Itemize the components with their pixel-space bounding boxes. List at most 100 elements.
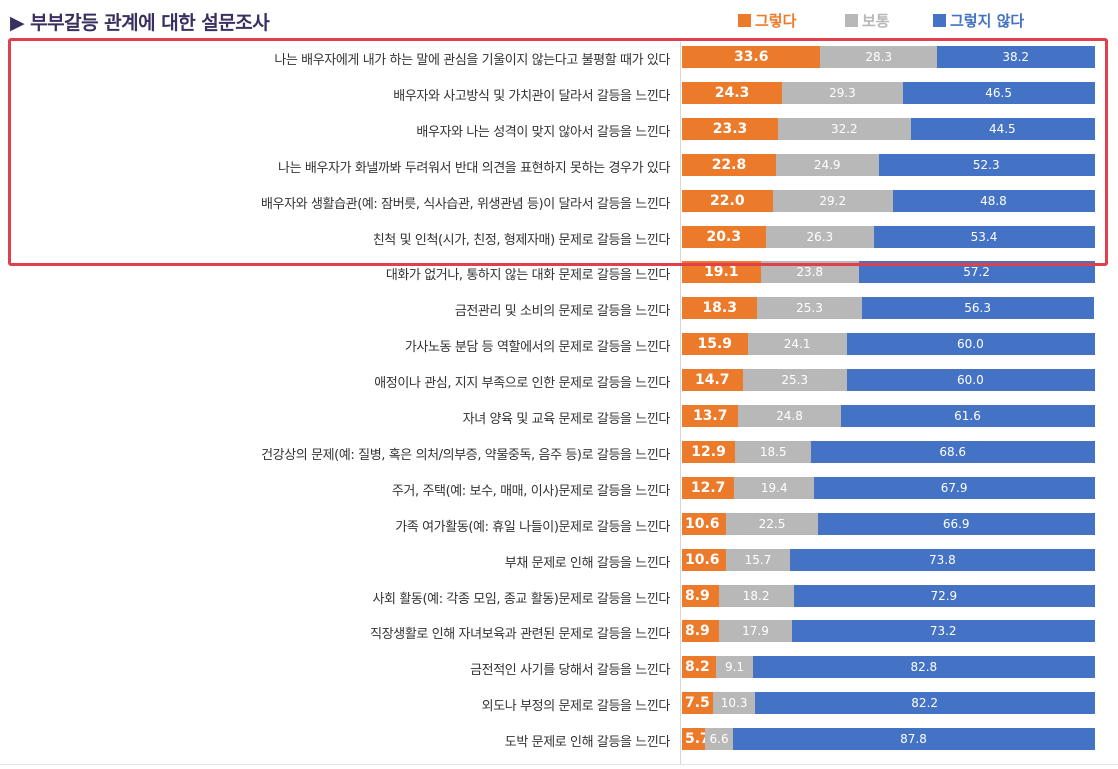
highlight-box (8, 38, 1108, 266)
bar-segment-neutral (712, 692, 756, 714)
bar-segment-neutral (718, 620, 793, 642)
data-label-disagree: 67.9 (940, 481, 968, 495)
bottom-rule (0, 764, 1118, 765)
data-label-agree: 22.8 (711, 157, 747, 173)
data-label-neutral: 10.3 (720, 696, 748, 710)
data-label-neutral: 29.2 (819, 194, 847, 208)
bar-segment-disagree (811, 441, 1095, 463)
chart-legend: 그렇다 보통 그렇지 않다 (0, 10, 1118, 34)
bar-segment-agree (682, 261, 762, 283)
bar-segment-agree (682, 728, 707, 750)
data-label-neutral: 32.2 (830, 122, 858, 136)
category-label: 친척 및 인척(시가, 친정, 형제자매) 문제로 갈등을 느낀다 (372, 233, 671, 248)
data-label-disagree: 68.6 (939, 445, 967, 459)
data-label-neutral: 17.9 (742, 624, 769, 638)
legend-label-agree: 그렇다 (755, 12, 797, 30)
bar-segment-disagree (902, 82, 1095, 104)
category-label: 배우자와 사고방식 및 가치관이 달라서 갈등을 느낀다 (393, 89, 670, 104)
bar-segment-disagree (792, 620, 1095, 642)
bar-segment-neutral (777, 118, 912, 140)
bar-segment-agree (682, 441, 736, 463)
data-label-neutral: 26.3 (806, 230, 834, 244)
chart-title: ▶ 부부갈등 관계에 대한 설문조사 (10, 8, 270, 35)
data-label-agree: 12.7 (690, 480, 726, 496)
data-label-agree: 12.9 (691, 444, 726, 460)
bar-segment-disagree (755, 692, 1095, 714)
bar-segment-agree (682, 297, 758, 319)
bar-segment-neutral (742, 369, 848, 391)
category-label: 나는 배우자가 화낼까봐 두려워서 반대 의견을 표현하지 못하는 경우가 있다 (278, 161, 670, 176)
bar-segment-agree (682, 477, 735, 499)
data-label-agree: 10.6 (685, 552, 720, 568)
data-label-neutral: 22.5 (758, 517, 786, 531)
bar-segment-disagree (858, 261, 1095, 283)
data-label-disagree: 82.8 (910, 660, 938, 674)
bar-segment-disagree (790, 549, 1095, 571)
bar-segment-disagree (846, 369, 1095, 391)
data-label-disagree: 60.0 (957, 337, 984, 351)
category-label: 부채 문제로 인해 갈등을 느낀다 (504, 556, 671, 571)
data-label-agree: 24.3 (714, 85, 750, 101)
data-label-agree: 8.9 (685, 623, 710, 639)
data-label-agree: 18.3 (702, 300, 737, 316)
bar-segment-agree (682, 333, 749, 355)
bar-segment-disagree (861, 297, 1095, 319)
data-label-disagree: 53.4 (970, 230, 998, 244)
legend-swatch-disagree (933, 14, 946, 27)
category-label: 가족 여가활동(예: 휴일 나들이)문제로 갈등을 느낀다 (395, 520, 670, 535)
legend-item-agree: 그렇다 (738, 10, 796, 31)
bar-segment-disagree (846, 333, 1095, 355)
legend-item-disagree: 그렇지 않다 (933, 10, 1024, 31)
category-label: 직장생활로 인해 자녀보육과 관련된 문제로 갈등을 느낀다 (370, 627, 670, 642)
bar-segment-disagree (840, 405, 1095, 427)
bar-segment-agree (682, 82, 783, 104)
data-label-disagree: 44.5 (988, 122, 1016, 136)
data-label-neutral: 29.3 (829, 86, 856, 100)
bar-segment-neutral (765, 226, 875, 248)
data-label-agree: 13.7 (692, 408, 728, 424)
data-label-neutral: 24.1 (783, 337, 811, 351)
category-label: 금전적인 사기를 당해서 갈등을 느낀다 (470, 663, 670, 678)
data-label-neutral: 28.3 (865, 50, 893, 64)
bar-segment-neutral (735, 441, 812, 463)
data-label-agree: 20.3 (706, 229, 742, 245)
bar-segment-agree (682, 692, 714, 714)
bar-segment-neutral (760, 261, 860, 283)
data-label-agree: 19.1 (704, 264, 739, 280)
bar-segment-neutral (725, 513, 819, 535)
bar-segment-neutral (782, 82, 904, 104)
category-axis-line (680, 42, 681, 764)
data-label-neutral: 19.4 (760, 481, 788, 495)
data-label-disagree: 56.3 (964, 301, 991, 315)
data-label-disagree: 52.3 (972, 158, 1000, 172)
data-label-agree: 8.2 (685, 659, 710, 675)
category-label: 건강상의 문제(예: 질병, 혹은 의처/의부증, 약물중독, 음주 등)로 갈… (261, 448, 670, 463)
bar-segment-agree (682, 585, 720, 607)
bar-segment-disagree (793, 585, 1095, 607)
data-label-disagree: 48.8 (980, 194, 1007, 208)
data-label-disagree: 46.5 (985, 86, 1012, 100)
bar-segment-neutral (772, 190, 894, 212)
bar-segment-agree (682, 190, 774, 212)
data-label-disagree: 72.9 (930, 589, 958, 603)
bar-segment-agree (682, 369, 744, 391)
data-label-agree: 23.3 (712, 121, 748, 137)
data-label-agree: 5.7 (685, 731, 710, 747)
category-label: 외도나 부정의 문제로 갈등을 느낀다 (481, 699, 671, 714)
legend-label-neutral: 보통 (862, 12, 890, 30)
data-label-neutral: 24.8 (776, 409, 803, 423)
category-label: 사회 활동(예: 각종 모임, 종교 활동)문제로 갈등을 느낀다 (372, 592, 670, 607)
bar-segment-neutral (715, 656, 754, 678)
bar-segment-agree (682, 405, 740, 427)
bar-segment-agree (682, 620, 720, 642)
bar-segment-disagree (873, 226, 1095, 248)
category-label: 대화가 없거나, 통하지 않는 대화 문제로 갈등을 느낀다 (385, 268, 671, 283)
category-label: 애정이나 관심, 지지 부족으로 인한 문제로 갈등을 느낀다 (374, 376, 670, 391)
category-label: 나는 배우자에게 내가 하는 말에 관심을 기울이지 않는다고 불평할 때가 있… (274, 53, 670, 68)
bar-segment-neutral (775, 154, 880, 176)
bar-segment-neutral (747, 333, 848, 355)
data-label-neutral: 18.2 (742, 589, 770, 603)
category-label: 가사노동 분담 등 역할에서의 문제로 갈등을 느낀다 (404, 340, 671, 355)
data-label-neutral: 6.6 (709, 732, 729, 746)
data-label-agree: 33.6 (733, 49, 769, 65)
